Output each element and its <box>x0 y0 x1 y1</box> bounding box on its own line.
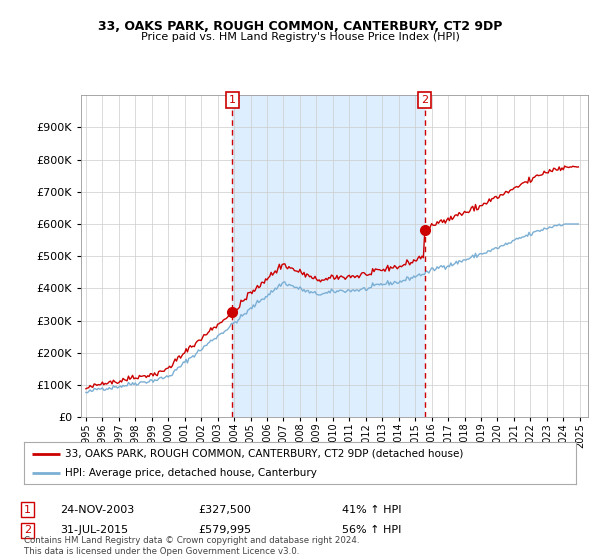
Text: 31-JUL-2015: 31-JUL-2015 <box>60 525 128 535</box>
Text: 24-NOV-2003: 24-NOV-2003 <box>60 505 134 515</box>
Text: 33, OAKS PARK, ROUGH COMMON, CANTERBURY, CT2 9DP: 33, OAKS PARK, ROUGH COMMON, CANTERBURY,… <box>98 20 502 32</box>
Text: 56% ↑ HPI: 56% ↑ HPI <box>342 525 401 535</box>
Text: 33, OAKS PARK, ROUGH COMMON, CANTERBURY, CT2 9DP (detached house): 33, OAKS PARK, ROUGH COMMON, CANTERBURY,… <box>65 449 464 459</box>
Text: HPI: Average price, detached house, Canterbury: HPI: Average price, detached house, Cant… <box>65 468 317 478</box>
Bar <box>232 95 425 417</box>
Text: 1: 1 <box>24 505 31 515</box>
Text: 41% ↑ HPI: 41% ↑ HPI <box>342 505 401 515</box>
Text: Price paid vs. HM Land Registry's House Price Index (HPI): Price paid vs. HM Land Registry's House … <box>140 32 460 43</box>
Text: 2: 2 <box>421 95 428 105</box>
Text: £579,995: £579,995 <box>198 525 251 535</box>
Text: £327,500: £327,500 <box>198 505 251 515</box>
Text: 2: 2 <box>24 525 31 535</box>
Text: 1: 1 <box>229 95 236 105</box>
Text: Contains HM Land Registry data © Crown copyright and database right 2024.
This d: Contains HM Land Registry data © Crown c… <box>24 536 359 556</box>
